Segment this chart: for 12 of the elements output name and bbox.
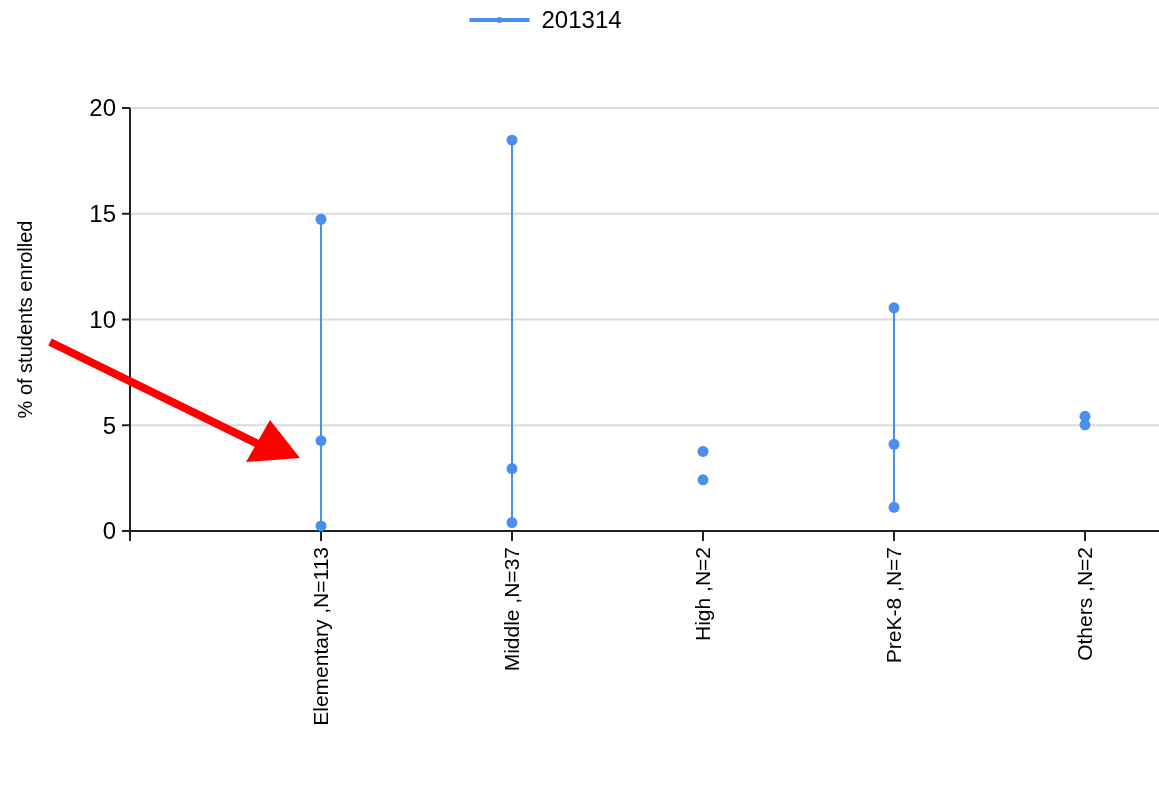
y-tick-label: 5	[102, 411, 116, 439]
x-tick-label: Others ,N=2	[1073, 547, 1097, 661]
legend-label: 201314	[541, 6, 622, 34]
x-tick-label: PreK-8 ,N=7	[882, 547, 906, 664]
y-tick-label: 0	[102, 517, 116, 545]
x-tick-label: High ,N=2	[691, 547, 715, 641]
y-tick-label: 10	[89, 305, 116, 333]
x-tick-label: Middle ,N=37	[500, 547, 524, 672]
y-axis-title: % of students enrolled	[14, 220, 36, 419]
y-tick-label: 20	[89, 94, 116, 122]
y-tick-label: 15	[89, 200, 116, 228]
x-tick-label: Elementary ,N=113	[309, 547, 333, 726]
